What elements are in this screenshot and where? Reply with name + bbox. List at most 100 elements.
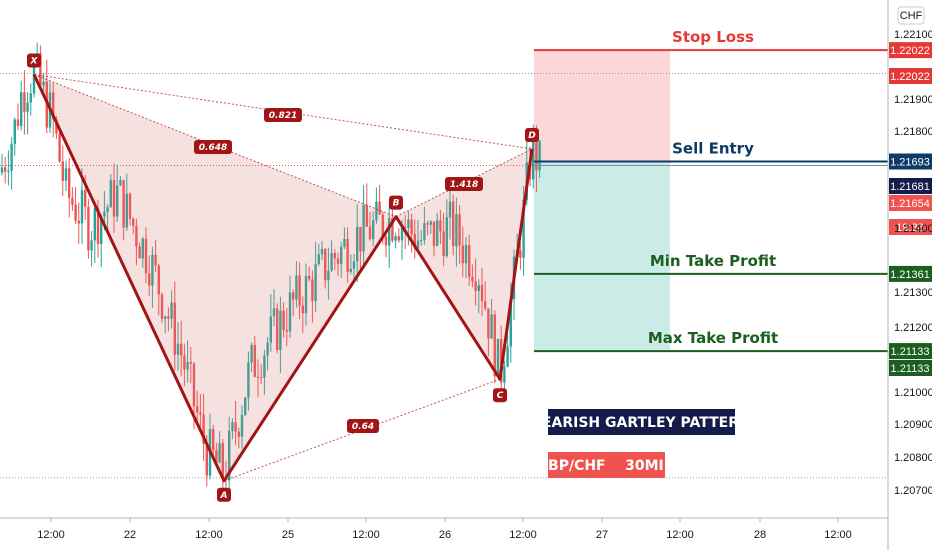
candle xyxy=(23,69,26,135)
point-badge xyxy=(525,127,539,142)
candle-body xyxy=(199,412,202,415)
candle-body xyxy=(205,443,208,476)
candle-body xyxy=(186,362,189,370)
candle xyxy=(330,240,333,273)
candle-body xyxy=(272,308,276,317)
candle-body xyxy=(474,281,477,291)
candle xyxy=(378,184,381,215)
candle-body xyxy=(29,93,32,103)
candle xyxy=(16,103,20,130)
ratio-text: 0.648 xyxy=(199,143,227,153)
candle-body xyxy=(132,218,135,226)
candle xyxy=(93,201,96,263)
candle-body xyxy=(448,201,452,218)
candle-body xyxy=(20,92,23,127)
currency-label[interactable]: CHF xyxy=(897,6,925,25)
candle-body xyxy=(87,206,90,251)
ac-dotted-line xyxy=(223,378,501,482)
candle-body xyxy=(452,201,455,247)
candle-body xyxy=(96,208,100,244)
currency-box[interactable] xyxy=(897,6,925,25)
candle xyxy=(301,296,304,333)
candle-body xyxy=(93,208,96,241)
candle xyxy=(61,145,64,197)
ratio-label: 0.648 xyxy=(194,140,232,154)
y-tick-label: 1.21200 xyxy=(894,322,932,334)
candle xyxy=(132,217,135,235)
price-tag-bg xyxy=(889,195,932,211)
candle-body xyxy=(535,132,538,171)
candle-body xyxy=(455,214,458,247)
candle xyxy=(276,303,279,354)
candle xyxy=(538,140,541,178)
point-label-c: C xyxy=(493,388,507,403)
x-tick-label: 27 xyxy=(596,529,608,541)
candle-body xyxy=(84,190,87,207)
candle xyxy=(333,249,336,270)
stop-loss-label: Stop Loss xyxy=(672,28,754,46)
price-tag: 1.21654 xyxy=(889,195,932,211)
candle xyxy=(304,263,308,326)
candle-body xyxy=(346,238,349,272)
candle xyxy=(474,258,477,306)
candle xyxy=(372,211,375,247)
candle xyxy=(295,261,298,308)
ratio-text: 0.821 xyxy=(269,111,297,121)
candle xyxy=(52,82,55,138)
candle-body xyxy=(509,299,512,347)
point-label-x: X xyxy=(27,53,41,68)
candle xyxy=(288,275,292,338)
ratio-text: 0.64 xyxy=(352,422,374,432)
candle-body xyxy=(42,81,45,86)
candle xyxy=(7,150,10,186)
candle xyxy=(151,246,154,308)
candle-body xyxy=(176,343,180,355)
candle-body xyxy=(445,217,448,256)
candle xyxy=(416,220,420,252)
candle xyxy=(100,214,103,268)
x-tick-label: 25 xyxy=(282,529,294,541)
candle xyxy=(122,179,125,241)
candle xyxy=(340,241,343,278)
price-tag-bg xyxy=(889,360,932,376)
candle xyxy=(260,364,263,385)
candle xyxy=(490,298,493,339)
candle xyxy=(180,320,183,377)
min-take-profit-level: Min Take Profit xyxy=(534,252,888,275)
candle xyxy=(298,262,301,320)
point-text: X xyxy=(30,56,39,66)
y-tick-label: 1.21800 xyxy=(894,126,932,138)
candle-body xyxy=(80,190,84,224)
candle-body xyxy=(221,443,224,479)
y-tick-label: 1.21300 xyxy=(894,287,932,299)
candle xyxy=(388,205,391,268)
candle xyxy=(244,396,247,417)
candle-body xyxy=(26,102,29,112)
candle xyxy=(29,83,32,116)
candle xyxy=(285,308,288,347)
risk-zone xyxy=(534,50,670,162)
candle xyxy=(506,334,509,368)
max-take-profit-label: Max Take Profit xyxy=(648,329,778,347)
candle-body xyxy=(247,362,250,398)
candle-body xyxy=(487,308,490,339)
price-tag-value: 1.21693 xyxy=(890,156,930,168)
symbol-timeframe-badge: GBP/CHF 30MIN xyxy=(537,452,675,478)
candle xyxy=(496,338,500,377)
price-tag: 1.22022 xyxy=(889,68,932,84)
candle xyxy=(256,359,260,398)
candle-body xyxy=(266,342,269,356)
candle xyxy=(519,242,522,270)
y-tick-label: 1.21900 xyxy=(894,94,932,106)
candle xyxy=(253,335,256,378)
candle xyxy=(320,240,324,261)
x-tick-label: 22 xyxy=(124,529,136,541)
candle xyxy=(375,187,378,224)
min-take-profit-label: Min Take Profit xyxy=(650,252,776,270)
candle-body xyxy=(0,167,4,173)
candle-body xyxy=(391,218,394,241)
candle xyxy=(170,290,173,329)
pattern-name-badge: BEARISH GARTLEY PATTERN xyxy=(531,409,751,435)
candle-body xyxy=(109,180,112,208)
